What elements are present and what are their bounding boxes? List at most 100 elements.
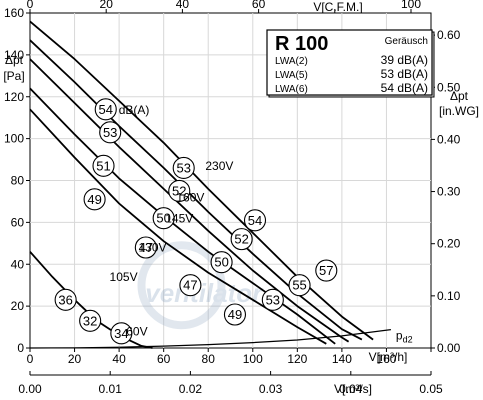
- right-axis-title: Δpt: [450, 89, 469, 103]
- y-tick-label: 40: [11, 257, 25, 271]
- legend-title: R 100: [275, 33, 328, 55]
- sound-marker-circle: [54, 288, 77, 311]
- axes: 0 20 40 60 80 100 120 140 160 0 20 40 60 80 100 120 140 1…: [4, 0, 461, 396]
- sound-marker-value: 49: [228, 307, 242, 322]
- sound-marker-circle: [79, 309, 102, 332]
- right-tick-label: 0.60: [437, 28, 461, 42]
- sound-marker-circle: [230, 228, 253, 251]
- right-tick-label: 0.20: [437, 237, 461, 251]
- curve-label: 105V: [110, 270, 138, 284]
- left-axis-unit: [Pa]: [3, 69, 24, 83]
- right-axis-unit: [in.WG]: [439, 104, 479, 118]
- legend-row-value: 39 dB(A): [381, 53, 428, 67]
- sound-marker-value: 49: [87, 192, 101, 207]
- legend-row-label: LWA(5): [275, 70, 308, 81]
- sound-marker-circle: [315, 259, 338, 282]
- sound-marker-value: 47: [139, 240, 153, 255]
- sound-marker-value: 36: [58, 292, 72, 307]
- watermark-circle: [137, 241, 226, 330]
- y-tick-label: 80: [11, 174, 25, 188]
- top-tick-label: 0: [27, 0, 34, 11]
- curve-label: 60V: [126, 324, 147, 338]
- x-tick-label: 160: [376, 352, 396, 366]
- sound-marker-value: 32: [83, 313, 97, 328]
- sound-marker-value: 50: [214, 255, 228, 270]
- sound-marker-circle: [261, 288, 284, 311]
- sound-marker-value: 53: [103, 125, 117, 140]
- sound-marker-circle: [288, 274, 311, 297]
- y-tick-label: 20: [11, 299, 25, 313]
- top-tick-label: 60: [252, 0, 266, 11]
- sound-marker-value: 53: [266, 292, 280, 307]
- sound-marker-circle: [92, 154, 115, 177]
- curve-label: 145V: [165, 211, 193, 225]
- x-tick-label: 20: [68, 352, 82, 366]
- legend-row-value: 54 dB(A): [381, 81, 428, 95]
- bottom2-tick-label: 0.02: [179, 382, 203, 396]
- right-tick-label: 0.50: [437, 80, 461, 94]
- sound-marker-value: 55: [292, 278, 306, 293]
- curve-pd2: [29, 329, 391, 349]
- legend-header: Geräusch: [385, 36, 428, 47]
- sound-level-markers: 54 dB(A)535149473632345352504754525049575…: [54, 98, 338, 345]
- sound-marker-value: 57: [319, 263, 333, 278]
- bottom2-tick-label: 0.04: [339, 382, 363, 396]
- top-axis-title: V[C.F.M.]: [313, 0, 362, 14]
- sound-marker-value: 34: [114, 326, 128, 341]
- curve-145v: [29, 58, 350, 343]
- sound-marker-circle: [134, 236, 157, 259]
- x-tick-label: 60: [157, 352, 171, 366]
- bottom-axis-title: V[m³/h]: [369, 350, 408, 364]
- bottom2-tick-label: 0.01: [99, 382, 123, 396]
- right-tick-label: 0.30: [437, 185, 461, 199]
- bottom2-tick-label: 0.03: [259, 382, 283, 396]
- curve-label-pd2-subscript: d2: [403, 335, 413, 345]
- sound-marker-value: 50: [156, 211, 170, 226]
- curve-label: 130V: [139, 241, 167, 255]
- sound-marker-value: 47: [183, 278, 197, 293]
- x-tick-label: 40: [112, 352, 126, 366]
- sound-marker-circle: [243, 209, 267, 232]
- watermark-text: ventilator: [145, 278, 264, 308]
- right-tick-label: 0.00: [437, 341, 461, 355]
- sound-marker-circle: [179, 274, 202, 297]
- x-tick-label: 120: [287, 352, 307, 366]
- x-tick-label: 0: [27, 352, 34, 366]
- left-axis-title: Δpt: [5, 53, 24, 67]
- x-tick-label: 80: [202, 352, 216, 366]
- legend: R 100 Geräusch LWA(2) 39 dB(A) LWA(5) 53…: [266, 29, 435, 98]
- top-tick-label: 20: [100, 0, 114, 11]
- sound-marker-circle: [99, 121, 122, 144]
- curve-130v: [29, 87, 336, 345]
- top-tick-label: 100: [401, 0, 421, 11]
- performance-curves: [29, 20, 391, 349]
- sound-marker-value: 52: [234, 232, 248, 247]
- legend-row-label: LWA(2): [275, 56, 308, 67]
- y-tick-label: 120: [4, 90, 24, 104]
- y-tick-label: 60: [11, 215, 25, 229]
- curve-label: 230V: [205, 159, 233, 173]
- y-tick-label: 100: [4, 132, 24, 146]
- bottom2-tick-label: 0.05: [419, 382, 443, 396]
- sound-marker-circle: [210, 251, 233, 274]
- right-tick-label: 0.10: [437, 289, 461, 303]
- sound-marker-circle: [172, 156, 195, 179]
- sound-marker-suffix: dB(A): [119, 103, 150, 117]
- legend-row-label: LWA(6): [275, 84, 308, 95]
- sound-marker-value: 53: [176, 160, 190, 175]
- x-tick-label: 100: [243, 352, 263, 366]
- sound-marker-value: 52: [172, 183, 186, 198]
- sound-marker-circle: [110, 322, 133, 345]
- sound-marker-circle: [152, 207, 175, 230]
- legend-row-value: 53 dB(A): [381, 67, 428, 81]
- x-tick-label: 140: [332, 352, 352, 366]
- sound-marker-value: 54: [99, 102, 113, 117]
- bottom2-tick-label: 0.00: [18, 382, 42, 396]
- watermark-logo: ventilator: [137, 241, 264, 330]
- curve-label: 160V: [176, 190, 204, 204]
- curve-230v: [29, 20, 374, 341]
- y-tick-label: 140: [4, 48, 24, 62]
- right-tick-label: 0.40: [437, 132, 461, 146]
- curve-105v: [29, 108, 327, 345]
